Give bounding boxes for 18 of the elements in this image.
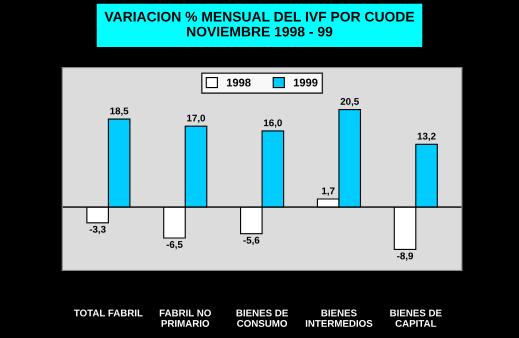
legend-label: 1999 [294,78,318,86]
data-label: 16,0 [264,119,282,128]
data-label: -5,6 [243,236,260,246]
x-tick-label: TOTAL FABRIL [74,310,143,316]
data-label: 13,2 [418,132,436,141]
data-label: 17,0 [187,114,206,123]
x-tick-label: BIENES DE CAPITAL [390,310,442,327]
data-label: -6,5 [166,241,183,250]
x-tick-label: BIENES DE CONSUMO [236,310,288,327]
legend-label: 1998 [226,78,251,86]
data-label: 1,7 [322,188,335,196]
chart-title: VARIACION % MENSUAL DEL IVF POR CUODE NOVIEMBRE 1998 - 99 [104,12,414,37]
x-tick-label: BIENES INTERMEDIOS [306,310,372,327]
x-tick-label: FABRIL NO PRIMARIO [160,310,211,327]
data-label: 20,5 [340,98,359,106]
data-label: 18,5 [110,107,128,116]
data-label: -8,9 [397,252,414,261]
data-label: -3,3 [90,226,106,234]
